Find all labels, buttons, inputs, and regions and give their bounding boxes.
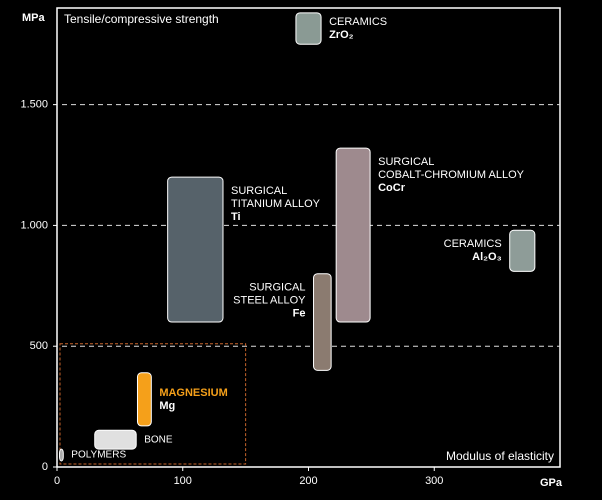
x-tick-label: 0 (54, 475, 60, 487)
x-unit: GPa (540, 477, 563, 489)
y-unit: MPa (22, 12, 46, 24)
material-symbol: Ti (231, 211, 241, 223)
range-box (167, 176, 224, 323)
range-box (295, 12, 322, 45)
material-label: POLYMERS (71, 450, 126, 461)
highlight-region (59, 343, 247, 465)
range-box (59, 448, 64, 462)
x-tick-label: 200 (299, 475, 317, 487)
material-label: SURGICAL (249, 282, 305, 294)
y-tick-label: 1.500 (20, 99, 48, 111)
material-symbol: CoCr (378, 182, 406, 194)
material-label: SURGICAL (378, 156, 434, 168)
range-box (313, 273, 332, 371)
material-symbol: ZrO₂ (329, 29, 354, 41)
y-tick-label: 500 (30, 340, 48, 352)
material-label: SURGICAL (231, 185, 287, 197)
material-label: TITANIUM ALLOY (231, 198, 321, 210)
material-symbol: Fe (293, 308, 306, 320)
chart-title: Tensile/compressive strength (64, 12, 219, 26)
material-label: BONE (144, 434, 173, 445)
x-axis-label: Modulus of elasticity (446, 449, 554, 463)
range-box (94, 429, 137, 450)
material-label: CERAMICS (329, 16, 387, 28)
range-box (335, 147, 371, 323)
material-label: COBALT-CHROMIUM ALLOY (378, 169, 525, 181)
material-label: CERAMICS (444, 238, 502, 250)
range-box (509, 229, 536, 272)
x-tick-label: 300 (425, 475, 443, 487)
range-box (136, 372, 152, 427)
x-tick-label: 100 (174, 475, 192, 487)
material-label: STEEL ALLOY (233, 295, 306, 307)
material-symbol: Mg (159, 400, 175, 412)
material-label: MAGNESIUM (159, 387, 227, 399)
y-tick-label: 0 (42, 461, 48, 473)
material-symbol: Al₂O₃ (472, 251, 502, 263)
y-tick-label: 1.000 (20, 219, 48, 231)
